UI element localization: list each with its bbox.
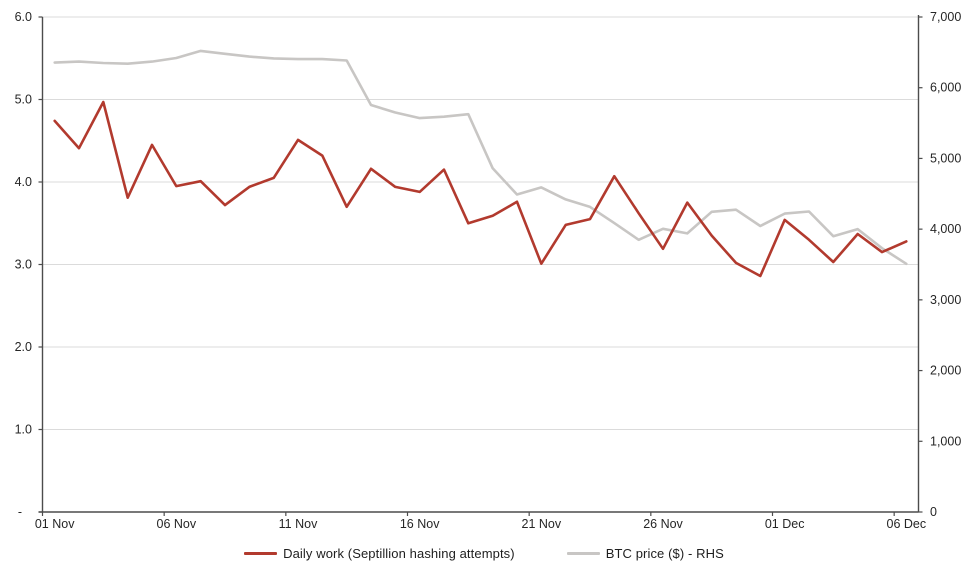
x-axis-label: 01 Dec — [765, 517, 805, 531]
right-axis-label: 5,000 — [930, 151, 961, 165]
right-axis-label: 1,000 — [930, 434, 961, 448]
daily-work-series-line — [53, 100, 908, 278]
legend-label-daily-work: Daily work (Septillion hashing attempts) — [283, 546, 515, 561]
left-axis-label: - — [18, 505, 22, 519]
daily-work-line-swatch — [244, 552, 278, 555]
x-axis-label: 26 Nov — [643, 517, 683, 531]
right-axis-label: 4,000 — [930, 222, 961, 236]
left-axis-label: 3.0 — [15, 258, 32, 272]
btc-price-series-line — [53, 49, 908, 266]
left-axis-label: 2.0 — [15, 340, 32, 354]
x-axis-label: 01 Nov — [35, 517, 75, 531]
left-axis-label: 5.0 — [15, 93, 32, 107]
left-axis-label: 6.0 — [15, 10, 32, 24]
right-axis-label: 6,000 — [930, 81, 961, 95]
legend: Daily work (Septillion hashing attempts)… — [0, 546, 968, 561]
right-axis-label: 2,000 — [930, 364, 961, 378]
legend-item-btc-price: BTC price ($) - RHS — [566, 546, 724, 561]
right-axis-label: 3,000 — [930, 293, 961, 307]
x-axis-label: 06 Dec — [887, 517, 927, 531]
x-axis-label: 06 Nov — [157, 517, 197, 531]
right-axis-label: 0 — [930, 505, 937, 519]
x-axis-label: 11 Nov — [279, 517, 318, 531]
dual-axis-line-chart: 6.0 5.0 4.0 3.0 2.0 1.0 - 7,000 6,000 5,000 4,000 3… — [15, 10, 962, 531]
right-axis-label: 7,000 — [930, 10, 961, 24]
left-axis-label: 1.0 — [15, 423, 32, 437]
legend-item-daily-work: Daily work (Septillion hashing attempts) — [244, 546, 515, 561]
legend-label-btc-price: BTC price ($) - RHS — [605, 546, 724, 561]
x-axis-label: 16 Nov — [400, 517, 440, 531]
x-axis-label: 21 Nov — [522, 517, 562, 531]
left-axis-label: 4.0 — [15, 175, 32, 189]
btc-price-line-swatch — [566, 552, 600, 555]
